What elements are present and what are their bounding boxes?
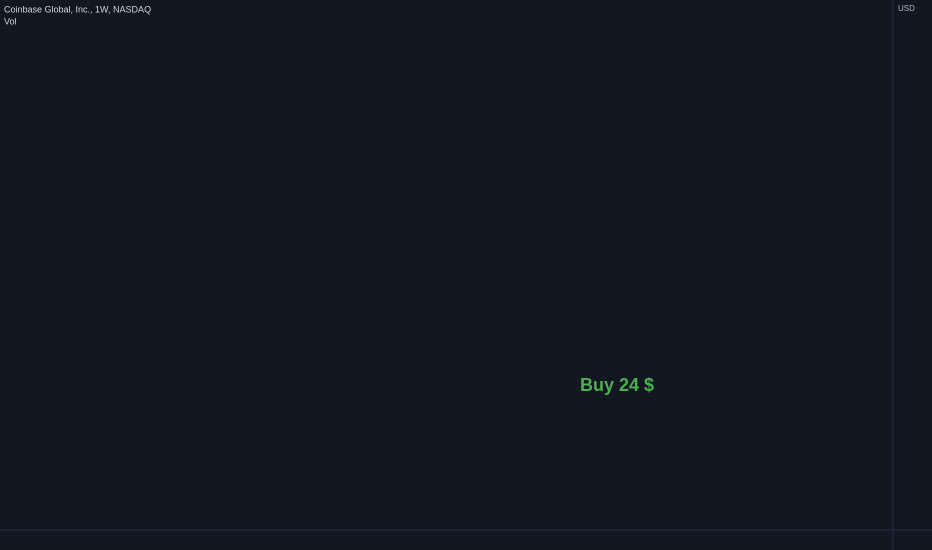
volume-title: Vol	[4, 16, 17, 26]
currency: USD	[898, 4, 915, 13]
annotation: Buy 24 $	[580, 375, 654, 395]
chart-title: Coinbase Global, Inc., 1W, NASDAQ	[4, 4, 151, 14]
